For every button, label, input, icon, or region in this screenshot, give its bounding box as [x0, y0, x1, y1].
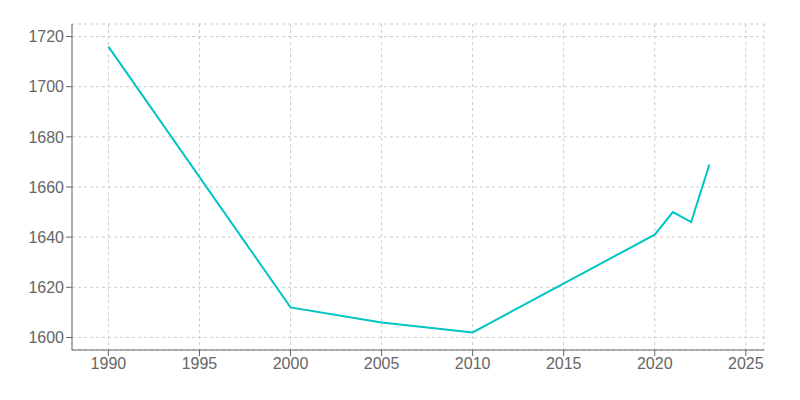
svg-text:1660: 1660 — [28, 179, 64, 196]
svg-text:2000: 2000 — [273, 355, 309, 372]
svg-text:2020: 2020 — [637, 355, 673, 372]
svg-text:1640: 1640 — [28, 229, 64, 246]
svg-text:2010: 2010 — [455, 355, 491, 372]
svg-text:1720: 1720 — [28, 28, 64, 45]
svg-text:1990: 1990 — [91, 355, 127, 372]
svg-text:1620: 1620 — [28, 279, 64, 296]
svg-text:2005: 2005 — [364, 355, 400, 372]
svg-text:2025: 2025 — [728, 355, 764, 372]
svg-text:1995: 1995 — [182, 355, 218, 372]
svg-text:1600: 1600 — [28, 329, 64, 346]
svg-text:1700: 1700 — [28, 78, 64, 95]
svg-text:2015: 2015 — [546, 355, 582, 372]
svg-text:1680: 1680 — [28, 129, 64, 146]
